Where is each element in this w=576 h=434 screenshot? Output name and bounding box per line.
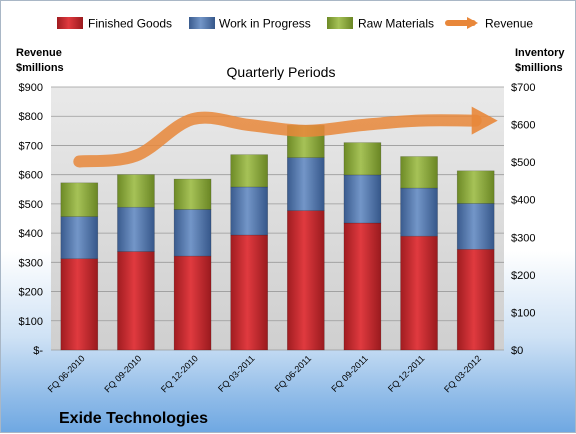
bar-raw-materials [173,178,212,210]
bar-raw-materials [400,156,438,189]
legend-label-work-in-progress: Work in Progress [219,17,311,31]
bar-work-in-progress [173,209,212,257]
chart-title: Quarterly Periods [227,64,336,80]
left-tick-label: $300 [19,257,43,269]
legend-label-raw-materials: Raw Materials [358,17,434,31]
bar-raw-materials [117,174,155,208]
category-label: FQ 12-2010 [159,353,200,394]
revenue-series [73,106,498,168]
category-label: FQ 03-2011 [216,353,257,394]
legend-swatch-work-in-progress [189,17,215,29]
bar-finished-goods [60,258,99,351]
left-tick-label: $800 [19,111,43,123]
right-axis-title-line1: Inventory [515,47,565,59]
bar-raw-materials [456,170,495,204]
right-tick-label: $400 [511,195,535,207]
left-axis-title-line2: $millions [16,62,64,74]
legend-label-revenue: Revenue [485,17,533,31]
category-label: FQ 09-2010 [102,353,143,394]
bar-finished-goods [343,222,382,351]
right-tick-label: $100 [511,307,535,319]
bar-work-in-progress [117,206,155,252]
left-tick-label: $400 [19,228,43,240]
category-label: FQ 06-2011 [273,353,314,394]
category-label: FQ 09-2011 [329,353,370,394]
right-tick-label: $0 [511,345,523,357]
bar-raw-materials [343,142,382,176]
legend-label-finished-goods: Finished Goods [88,17,172,31]
legend-swatch-raw-materials [327,17,353,29]
bar-work-in-progress [230,186,268,236]
bar-work-in-progress [400,187,438,237]
bar-raw-materials [230,154,268,188]
left-tick-label: $700 [19,140,43,152]
right-axis-title-line2: $millions [515,62,563,74]
left-tick-label: $600 [19,170,43,182]
right-axis-ticks: $0 $100 $200 $300 $400 $500 $600 $700 [511,82,535,357]
bar-finished-goods [117,251,155,351]
bars [60,125,495,351]
bar-finished-goods [173,255,212,351]
category-labels: FQ 06-2010 FQ 09-2010 FQ 12-2010 FQ 03-2011… [46,353,483,394]
right-tick-label: $300 [511,232,535,244]
category-label: FQ 03-2012 [442,353,483,394]
right-tick-label: $200 [511,270,535,282]
left-tick-label: $500 [19,199,43,211]
bar-finished-goods [287,210,325,351]
bar-work-in-progress [456,203,495,250]
bar-finished-goods [230,234,268,351]
category-label: FQ 06-2010 [46,353,87,394]
bar-work-in-progress [287,157,325,211]
bar-raw-materials [60,182,99,217]
left-tick-label: $900 [19,82,43,94]
revenue-line [73,111,482,168]
bar-work-in-progress [343,174,382,224]
right-tick-label: $700 [511,82,535,94]
left-tick-label: $- [33,345,43,357]
bar-finished-goods [400,235,438,351]
left-tick-label: $100 [19,316,43,328]
right-tick-label: $500 [511,157,535,169]
revenue-arrowhead [471,106,498,135]
left-axis-ticks: $- $100 $200 $300 $400 $500 $600 $700 $800 $900 [19,82,44,357]
company-name: Exide Technologies [59,410,208,427]
bar-finished-goods [456,249,495,351]
legend: Finished Goods Work in Progress Raw Mate… [57,17,533,31]
legend-swatch-finished-goods [57,17,83,29]
bar-work-in-progress [60,216,99,260]
category-label: FQ 12-2011 [386,353,427,394]
right-tick-label: $600 [511,120,535,132]
left-axis-title-line1: Revenue [16,47,62,59]
legend-arrow-revenue [467,17,478,29]
left-tick-label: $200 [19,287,43,299]
